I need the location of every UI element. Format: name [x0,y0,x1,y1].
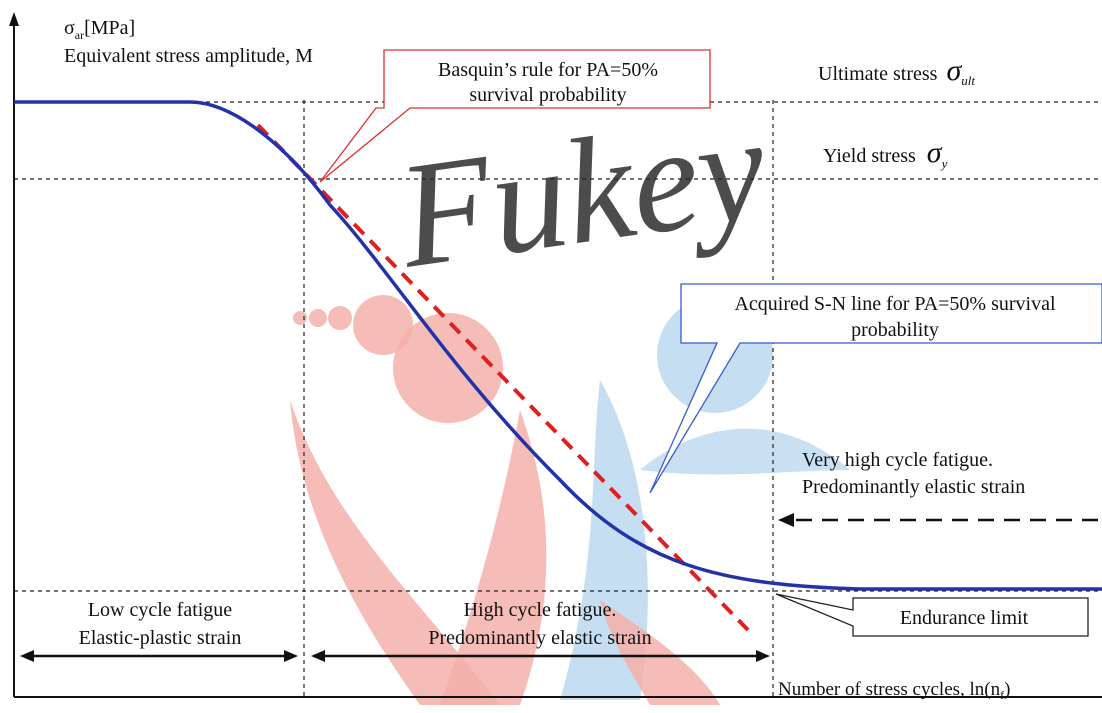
low-region-line1: Low cycle fatigue [88,599,232,621]
high-region-arrowhead-right [756,650,770,662]
watermark-red-dot-3 [293,311,307,325]
watermark-red-left-stroke [290,400,500,705]
basquin-callout-line1: Basquin’s rule for PA=50% [438,59,658,81]
high-region-line2: Predominantly elastic strain [428,627,651,649]
endurance-callout-text: Endurance limit [900,607,1029,629]
watermark-red-right-stroke [600,600,720,705]
sn-callout-line1: Acquired S-N line for PA=50% survival [734,293,1055,315]
y-axis-label-symbol: σar[MPa] [64,17,135,42]
x-axis-label: Number of stress cycles, ln(nf) [778,679,1010,702]
sn-curve [14,100,1102,591]
watermark-blue-leaf [640,428,850,475]
watermark-red-dot-2 [309,309,327,327]
basquin-callout-box [319,49,711,183]
high-region-line1: High cycle fatigue. [464,599,617,621]
watermark-red-dot-1 [328,306,352,330]
watermark-red-small-circle [353,295,413,355]
yield-stress-label: Yield stress σy [823,136,948,171]
basquin-callout: Basquin’s rule for PA=50% survival proba… [319,49,711,183]
endurance-callout-box [775,593,1089,637]
high-region-arrowhead-left [311,650,325,662]
very-high-region-arrowhead [778,513,794,527]
sn-callout-box [649,283,1102,494]
low-region-arrowhead-left [20,650,34,662]
basquin-callout-line2: survival probability [469,84,626,106]
ultimate-stress-label: Ultimate stress σult [818,54,975,88]
watermark-red-mid-stroke [440,410,547,705]
low-region-line2: Elastic-plastic strain [79,627,242,649]
sn-callout-line2: probability [851,319,939,341]
very-high-region-line1: Very high cycle fatigue. [802,449,993,471]
basquin-line [256,123,750,632]
endurance-callout: Endurance limit [775,593,1089,637]
y-axis-arrow [9,12,19,26]
y-axis-label-text: Equivalent stress amplitude, M [64,45,313,67]
very-high-region-line2: Predominantly elastic strain [802,476,1025,498]
watermark-text: Fukey [388,84,775,300]
watermark-red-circle [393,313,503,423]
sn-callout: Acquired S-N line for PA=50% survival pr… [649,283,1102,494]
low-region-arrowhead-right [284,650,298,662]
